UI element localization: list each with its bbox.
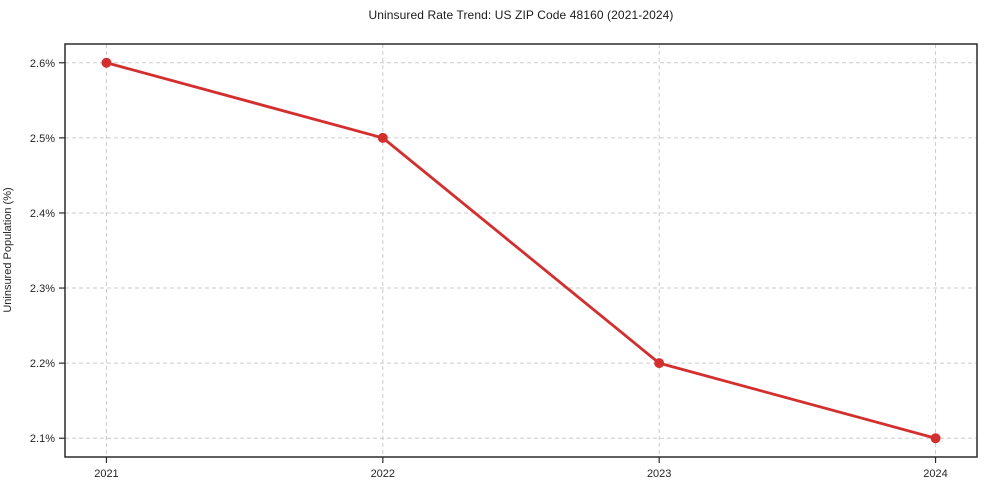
- data-point-marker: [930, 433, 941, 444]
- chart-title: Uninsured Rate Trend: US ZIP Code 48160 …: [368, 8, 674, 22]
- plot-border: [64, 43, 978, 458]
- x-tick-label: 2021: [94, 468, 118, 480]
- data-point-marker: [101, 57, 112, 68]
- x-tick-label: 2022: [371, 468, 395, 480]
- y-tick-label: 2.3%: [30, 283, 55, 295]
- y-tick-label: 2.1%: [30, 433, 55, 445]
- y-tick-label: 2.4%: [30, 208, 55, 220]
- y-tick-label: 2.6%: [30, 58, 55, 70]
- data-point-marker: [377, 132, 388, 143]
- y-tick-label: 2.2%: [30, 358, 55, 370]
- y-tick-label: 2.5%: [30, 133, 55, 145]
- x-tick-label: 2024: [923, 468, 947, 480]
- trend-line: [105, 61, 937, 440]
- data-point-marker: [654, 358, 665, 369]
- x-tick-label: 2023: [647, 468, 671, 480]
